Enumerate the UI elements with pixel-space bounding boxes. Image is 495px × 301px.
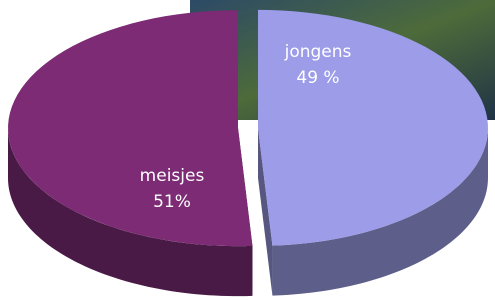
value-label: 51% [153,192,191,212]
page: {"chart_data": {"type": "pie3d", "catego… [0,0,495,301]
chart: jongens 49 % meisjes 51% [0,0,495,301]
photo-mask [0,0,190,12]
value-label: 49 % [296,68,339,88]
slice-label: meisjes [140,166,205,186]
slice-label: jongens [284,42,352,62]
